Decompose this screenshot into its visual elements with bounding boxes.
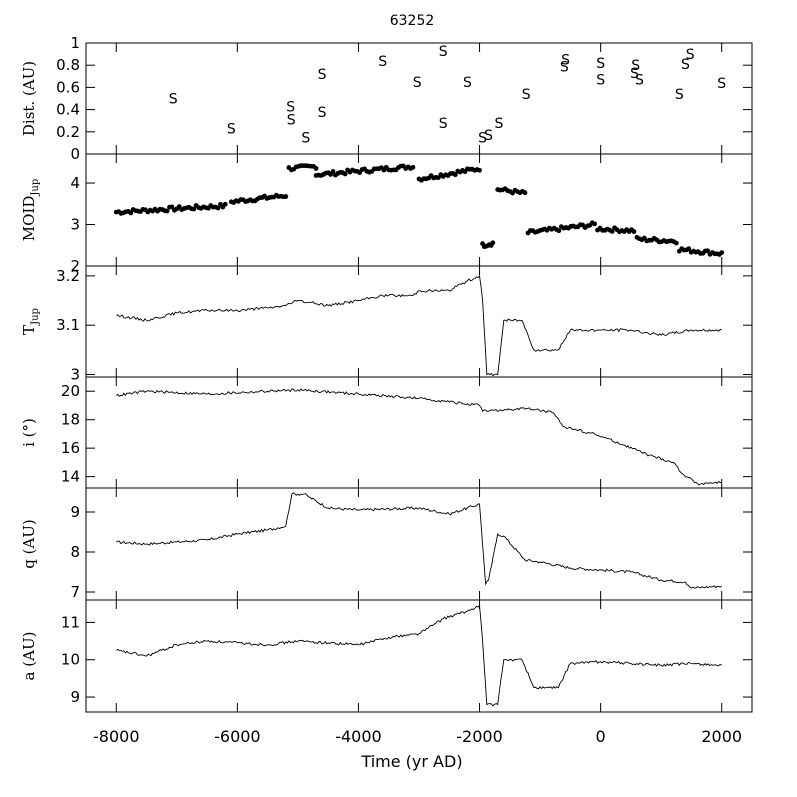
x-tick-label: 0 <box>596 727 606 746</box>
y-axis-label: i (°) <box>20 418 38 447</box>
distance-marker: S <box>318 105 327 121</box>
distance-marker: S <box>287 113 296 129</box>
distance-marker: S <box>318 67 327 83</box>
y-tick-label: 9 <box>70 688 80 706</box>
distance-marker: S <box>686 47 695 63</box>
y-axis-label-subscript: Jup <box>30 308 41 326</box>
moid-point <box>342 171 348 177</box>
x-tick-label: -2000 <box>456 727 503 746</box>
distance-marker: S <box>301 130 310 146</box>
x-tick-label: 2000 <box>701 727 742 746</box>
y-tick-label: 3 <box>70 366 80 384</box>
distance-marker: S <box>378 54 387 70</box>
moid-point <box>686 246 692 252</box>
y-tick-label: 0.8 <box>56 56 80 74</box>
distance-marker: S <box>169 92 178 108</box>
distance-marker: S <box>681 57 690 73</box>
y-tick-label: 0.4 <box>56 101 80 119</box>
moid-point <box>592 221 597 227</box>
distance-marker: S <box>596 56 605 72</box>
distance-marker: S <box>227 121 236 137</box>
distance-marker: S <box>286 99 295 115</box>
moid-point <box>609 229 615 234</box>
y-tick-label: 11 <box>61 613 80 631</box>
distance-marker: S <box>413 75 422 91</box>
distance-marker: S <box>560 59 569 75</box>
moid-point <box>705 248 710 254</box>
series-line <box>116 388 722 486</box>
series-line <box>116 274 722 377</box>
moid-point <box>490 240 496 246</box>
y-tick-label: 4 <box>70 174 80 192</box>
distance-marker: S <box>478 130 487 146</box>
y-axis-label: q (AU) <box>20 519 38 569</box>
moid-point <box>477 167 482 173</box>
distance-marker: S <box>522 87 531 103</box>
chart-title: 63252 <box>390 13 435 29</box>
series-line <box>116 492 722 589</box>
y-axis-label: TJup <box>20 308 41 335</box>
y-tick-label: 9 <box>70 503 80 521</box>
distance-marker: S <box>596 73 605 89</box>
y-tick-label: 2 <box>70 257 80 275</box>
moid-point <box>313 166 319 171</box>
moid-point <box>330 168 336 174</box>
distance-marker: S <box>561 53 570 69</box>
moid-point <box>283 194 289 199</box>
distance-marker: S <box>717 76 726 92</box>
moid-point <box>164 208 170 214</box>
distance-marker: S <box>484 128 493 144</box>
y-tick-label: 0.6 <box>56 78 80 96</box>
x-tick-label: -4000 <box>335 727 382 746</box>
y-axis-label: Dist. (AU) <box>20 61 38 136</box>
y-tick-label: 1 <box>70 34 80 52</box>
panel-frame <box>85 265 753 378</box>
panel-frame <box>85 42 753 155</box>
y-axis-label-subscript: Jup <box>30 179 41 197</box>
y-tick-label: 3.1 <box>56 316 80 334</box>
distance-marker: S <box>631 58 640 74</box>
distance-marker: S <box>494 116 503 132</box>
y-tick-label: 10 <box>61 651 80 669</box>
x-tick-label: -8000 <box>93 727 140 746</box>
distance-marker: S <box>635 73 644 89</box>
panel-frame <box>85 487 753 601</box>
x-tick-label: -6000 <box>214 727 261 746</box>
moid-point <box>410 164 416 170</box>
distance-marker: S <box>439 116 448 132</box>
moid-point <box>452 172 458 178</box>
y-tick-label: 20 <box>61 382 80 400</box>
moid-point <box>673 240 679 246</box>
moid-point <box>719 250 725 255</box>
moid-point <box>631 229 637 234</box>
y-tick-label: 0.2 <box>56 123 80 141</box>
moid-point <box>169 204 175 210</box>
distance-marker: S <box>463 75 472 91</box>
y-tick-label: 7 <box>70 583 80 601</box>
x-axis-label: Time (yr AD) <box>360 752 462 771</box>
moid-point <box>222 201 228 207</box>
moid-point <box>215 205 221 211</box>
moid-point <box>191 206 197 212</box>
distance-marker: S <box>675 87 684 103</box>
series-line <box>116 604 722 707</box>
panel-frame <box>85 376 753 489</box>
distance-marker: S <box>630 66 639 82</box>
moid-point <box>128 210 134 216</box>
distance-marker: S <box>439 44 448 60</box>
y-tick-label: 8 <box>70 543 80 561</box>
panel-frame <box>85 599 753 713</box>
y-tick-label: 3 <box>70 216 80 234</box>
y-tick-label: 18 <box>61 411 80 429</box>
y-tick-label: 3.2 <box>56 267 80 285</box>
y-axis-label: MOIDJup <box>20 179 41 241</box>
moid-point <box>556 228 562 234</box>
moid-point <box>522 190 528 196</box>
y-tick-label: 14 <box>61 468 80 486</box>
y-tick-label: 0 <box>70 145 80 163</box>
y-tick-label: 16 <box>61 439 80 457</box>
y-axis-label: a (AU) <box>20 632 38 681</box>
